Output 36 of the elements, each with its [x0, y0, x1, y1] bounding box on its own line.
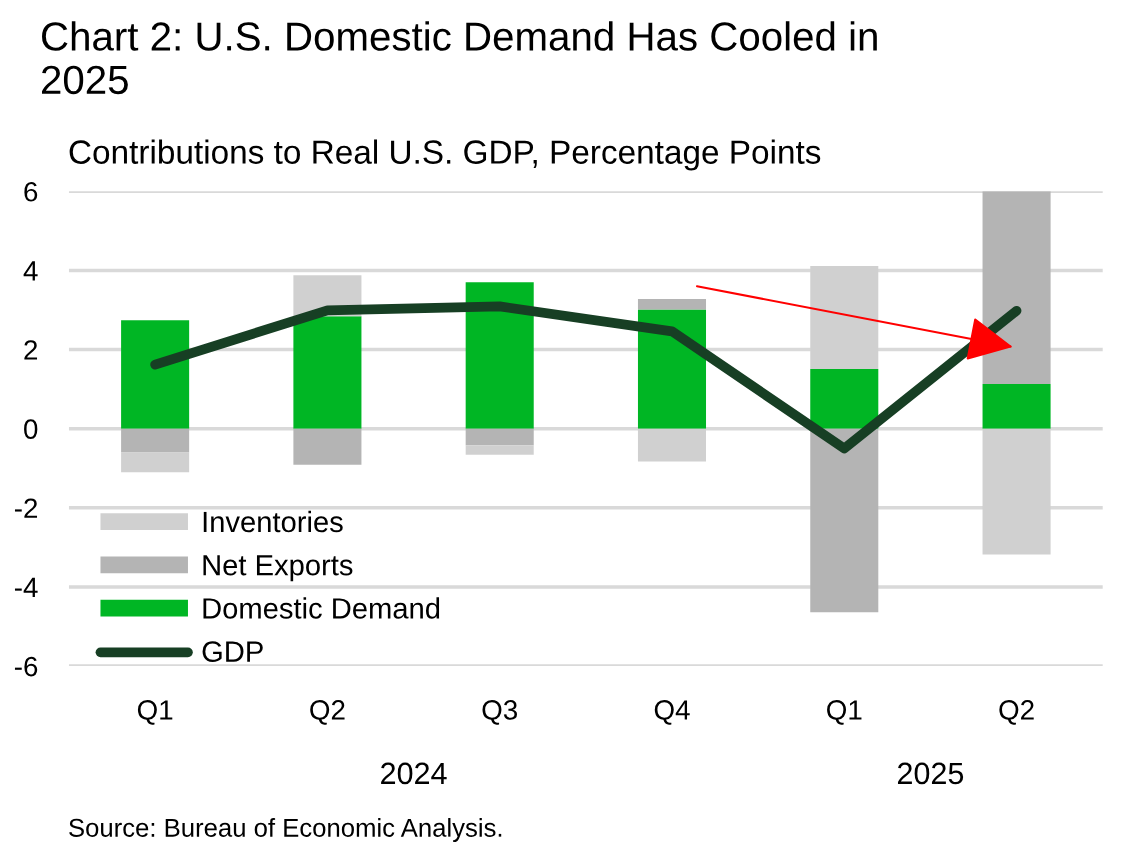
legend-label: Domestic Demand [203, 597, 440, 619]
y-tick-label: 0 [24, 419, 38, 439]
y-tick-label: 6 [24, 181, 38, 202]
x-tick-label: Q4 [654, 700, 690, 725]
bar [121, 428, 190, 453]
y-tick-label: 2 [24, 340, 38, 360]
bar [121, 320, 190, 429]
bar [465, 428, 534, 446]
bar [637, 298, 707, 310]
bar [465, 445, 534, 455]
bar [810, 368, 879, 429]
bar [637, 309, 707, 429]
y-tick-label: -2 [14, 498, 38, 518]
legend-label: GDP [202, 641, 263, 662]
legend-label: Inventories [203, 510, 343, 533]
x-tick-label: Q1 [137, 700, 173, 725]
bar [810, 428, 879, 613]
chart-subtitle: Contributions to Real U.S. GDP, Percentage Points [69, 139, 821, 171]
bar [982, 191, 1051, 384]
bar [465, 282, 534, 429]
y-tick-label: -6 [14, 656, 38, 677]
x-tick-label: Q2 [999, 700, 1034, 725]
bar [293, 428, 362, 465]
x-tick-label: Q1 [827, 700, 862, 725]
chart-title: Chart 2: U.S. Domestic Demand Has Cooled in 2025 [42, 21, 877, 95]
y-tick-label: 4 [23, 261, 38, 281]
text: 2024 [381, 762, 447, 785]
y-tick-label: -4 [14, 577, 38, 597]
x-tick-label: Q3 [482, 700, 518, 725]
legend-label: Net Exports [203, 555, 353, 582]
source-note: Source: Bureau of Economic Analysis. [69, 818, 502, 842]
x-tick-label: Q2 [310, 700, 345, 725]
bar [121, 452, 190, 473]
text: 2025 [897, 762, 964, 785]
bar [293, 316, 362, 429]
bar [982, 383, 1051, 429]
